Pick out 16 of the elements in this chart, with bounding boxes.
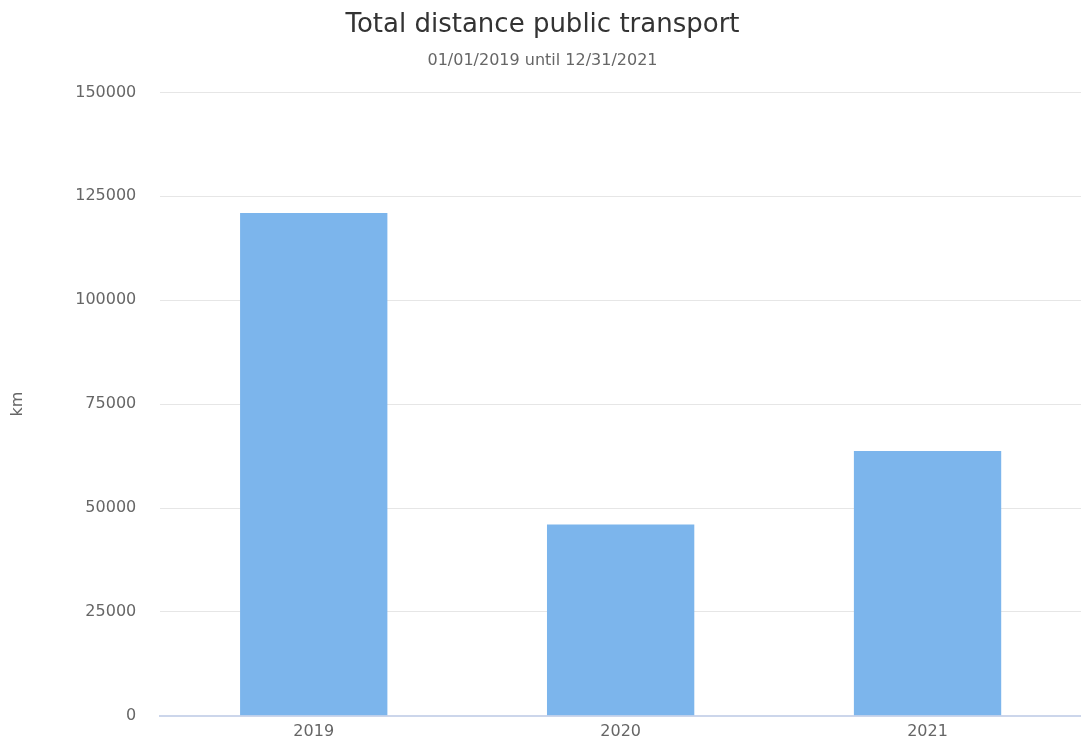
x-tick-label: 2019: [293, 720, 335, 740]
y-tick-label: 100000: [75, 289, 137, 309]
y-axis-title: km: [6, 391, 26, 417]
chart-title: Total distance public transport: [344, 8, 740, 39]
bar: [546, 524, 695, 716]
x-tick-label: 2020: [600, 720, 641, 740]
bar: [240, 212, 388, 716]
y-tick-label: 0: [126, 704, 137, 724]
y-tick-label: 125000: [75, 185, 137, 205]
bar: [853, 451, 1002, 716]
y-tick-label: 150000: [75, 81, 137, 101]
x-tick-label: 2021: [907, 720, 948, 740]
y-tick-label: 75000: [85, 393, 137, 413]
y-tick-label: 50000: [85, 497, 137, 517]
y-tick-label: 25000: [85, 601, 137, 621]
chart-subtitle: 01/01/2019 until 12/31/2021: [427, 49, 658, 69]
